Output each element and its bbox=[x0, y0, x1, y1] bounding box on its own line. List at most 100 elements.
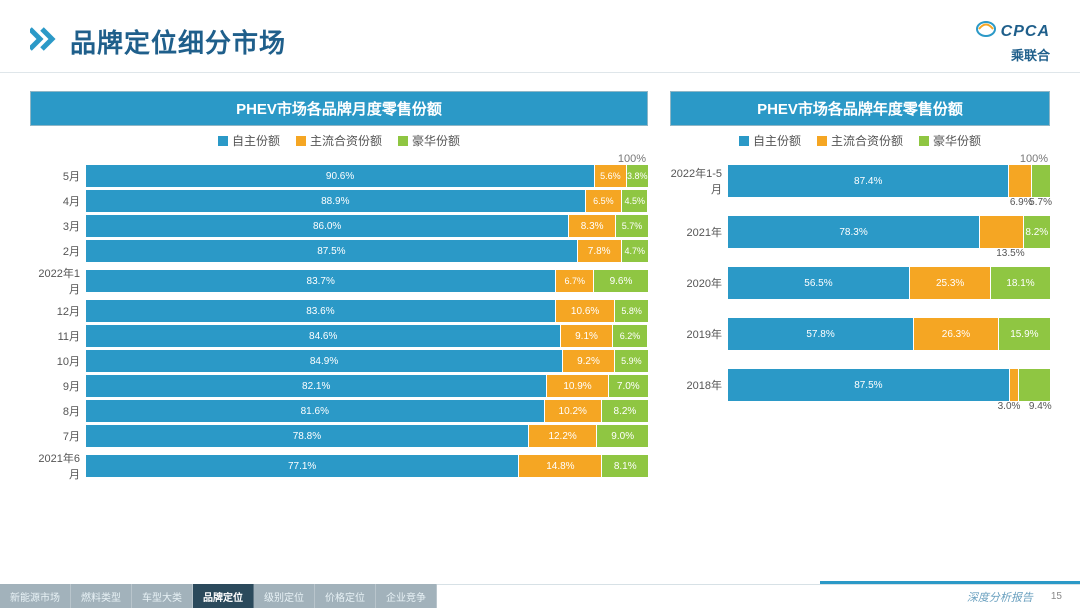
category-label: 11月 bbox=[30, 328, 86, 344]
bar-track: 57.8%26.3%15.9% bbox=[728, 318, 1050, 350]
bar-segment: 83.7% bbox=[86, 270, 556, 292]
category-label: 12月 bbox=[30, 303, 86, 319]
bar-segment: 8.1% bbox=[602, 455, 648, 477]
bar-segment: 84.6% bbox=[86, 325, 561, 347]
bar-row: 2019年57.8%26.3%15.9% bbox=[670, 318, 1050, 350]
bar-segment: 5.7% bbox=[1032, 165, 1050, 197]
bar-row: 2022年1-5月87.4%6.9%5.7% bbox=[670, 165, 1050, 197]
bar-segment: 87.5% bbox=[86, 240, 578, 262]
chart-monthly: PHEV市场各品牌月度零售份额 自主份额 主流合资份额 豪华份额 100% 5月… bbox=[30, 91, 648, 485]
bar-track: 81.6%10.2%8.2% bbox=[86, 400, 648, 422]
bar-row: 3月86.0%8.3%5.7% bbox=[30, 215, 648, 237]
chevrons-icon bbox=[30, 27, 60, 56]
bar-row: 12月83.6%10.6%5.8% bbox=[30, 300, 648, 322]
legend-label: 豪华份额 bbox=[933, 132, 981, 149]
page-title: 品牌定位细分市场 bbox=[70, 23, 286, 60]
logo: CPCA 乘联合 bbox=[975, 18, 1050, 64]
bar-row: 2022年1月83.7%6.7%9.6% bbox=[30, 265, 648, 297]
hundred-label: 100% bbox=[670, 153, 1050, 165]
category-label: 3月 bbox=[30, 218, 86, 234]
legend-item: 主流合资份额 bbox=[296, 132, 382, 149]
bar-row: 9月82.1%10.9%7.0% bbox=[30, 375, 648, 397]
bar-track: 78.8%12.2%9.0% bbox=[86, 425, 648, 447]
bar-row: 2021年78.3%13.5%8.2% bbox=[670, 216, 1050, 248]
legend-label: 自主份额 bbox=[753, 132, 801, 149]
category-label: 7月 bbox=[30, 428, 86, 444]
bar-segment: 18.1% bbox=[991, 267, 1049, 299]
bar-segment: 6.7% bbox=[556, 270, 594, 292]
bar-segment: 86.0% bbox=[86, 215, 569, 237]
bar-segment: 6.2% bbox=[613, 325, 648, 347]
swatch-icon bbox=[919, 136, 929, 146]
swatch-icon bbox=[398, 136, 408, 146]
bar-segment: 57.8% bbox=[728, 318, 914, 350]
tab-2[interactable]: 车型大类 bbox=[132, 584, 193, 608]
bar-row: 5月90.6%5.6%3.8% bbox=[30, 165, 648, 187]
bar-row: 2021年6月77.1%14.8%8.1% bbox=[30, 450, 648, 482]
footer-right: 深度分析报告 15 bbox=[437, 584, 1080, 608]
logo-top: CPCA bbox=[1001, 23, 1050, 41]
bar-row: 2018年87.5%3.0%9.4% bbox=[670, 369, 1050, 401]
bar-segment: 87.5% bbox=[728, 369, 1010, 401]
bar-segment: 4.5% bbox=[622, 190, 647, 212]
bar-segment: 4.7% bbox=[622, 240, 648, 262]
category-label: 2022年1月 bbox=[30, 265, 86, 297]
bar-segment: 10.6% bbox=[556, 300, 616, 322]
bar-track: 78.3%13.5%8.2% bbox=[728, 216, 1050, 248]
bar-segment: 87.4% bbox=[728, 165, 1009, 197]
bar-track: 86.0%8.3%5.7% bbox=[86, 215, 648, 237]
bar-segment: 81.6% bbox=[86, 400, 545, 422]
bar-track: 90.6%5.6%3.8% bbox=[86, 165, 648, 187]
bar-track: 56.5%25.3%18.1% bbox=[728, 267, 1050, 299]
bar-segment: 5.7% bbox=[616, 215, 648, 237]
category-label: 2019年 bbox=[670, 326, 728, 342]
category-label: 2月 bbox=[30, 243, 86, 259]
bar-segment: 26.3% bbox=[914, 318, 999, 350]
content: PHEV市场各品牌月度零售份额 自主份额 主流合资份额 豪华份额 100% 5月… bbox=[0, 77, 1080, 485]
tab-4[interactable]: 级别定位 bbox=[254, 584, 315, 608]
category-label: 2018年 bbox=[670, 377, 728, 393]
bar-track: 87.4%6.9%5.7% bbox=[728, 165, 1050, 197]
bars-monthly: 5月90.6%5.6%3.8%4月88.9%6.5%4.5%3月86.0%8.3… bbox=[30, 165, 648, 485]
tab-3[interactable]: 品牌定位 bbox=[193, 584, 254, 608]
bar-track: 82.1%10.9%7.0% bbox=[86, 375, 648, 397]
tab-bar: 新能源市场燃料类型车型大类品牌定位级别定位价格定位企业竞争 bbox=[0, 584, 437, 608]
bar-segment: 12.2% bbox=[529, 425, 598, 447]
bar-row: 11月84.6%9.1%6.2% bbox=[30, 325, 648, 347]
bar-track: 87.5%3.0%9.4% bbox=[728, 369, 1050, 401]
category-label: 9月 bbox=[30, 378, 86, 394]
tab-0[interactable]: 新能源市场 bbox=[0, 584, 71, 608]
swatch-icon bbox=[739, 136, 749, 146]
tab-1[interactable]: 燃料类型 bbox=[71, 584, 132, 608]
page-number: 15 bbox=[1051, 591, 1062, 602]
tab-5[interactable]: 价格定位 bbox=[315, 584, 376, 608]
legend-label: 豪华份额 bbox=[412, 132, 460, 149]
bar-segment: 13.5% bbox=[980, 216, 1023, 248]
chart-title-monthly: PHEV市场各品牌月度零售份额 bbox=[30, 91, 648, 126]
bar-track: 84.6%9.1%6.2% bbox=[86, 325, 648, 347]
bar-segment: 78.8% bbox=[86, 425, 529, 447]
category-label: 10月 bbox=[30, 353, 86, 369]
legend-yearly: 自主份额 主流合资份额 豪华份额 bbox=[670, 126, 1050, 153]
bar-track: 88.9%6.5%4.5% bbox=[86, 190, 648, 212]
swatch-icon bbox=[296, 136, 306, 146]
legend-item: 自主份额 bbox=[739, 132, 801, 149]
bar-row: 4月88.9%6.5%4.5% bbox=[30, 190, 648, 212]
bar-track: 77.1%14.8%8.1% bbox=[86, 455, 648, 477]
bar-track: 84.9%9.2%5.9% bbox=[86, 350, 648, 372]
bar-segment: 10.2% bbox=[545, 400, 602, 422]
bar-segment: 8.2% bbox=[1024, 216, 1050, 248]
tab-6[interactable]: 企业竞争 bbox=[376, 584, 437, 608]
legend-item: 豪华份额 bbox=[398, 132, 460, 149]
legend-monthly: 自主份额 主流合资份额 豪华份额 bbox=[30, 126, 648, 153]
bar-segment: 3.0% bbox=[1010, 369, 1020, 401]
logo-icon bbox=[975, 18, 997, 45]
bar-segment: 84.9% bbox=[86, 350, 563, 372]
header: 品牌定位细分市场 CPCA 乘联合 bbox=[0, 0, 1080, 64]
category-label: 4月 bbox=[30, 193, 86, 209]
bar-track: 83.7%6.7%9.6% bbox=[86, 270, 648, 292]
bar-row: 8月81.6%10.2%8.2% bbox=[30, 400, 648, 422]
bar-segment: 9.1% bbox=[561, 325, 612, 347]
category-label: 2021年 bbox=[670, 224, 728, 240]
bar-segment: 82.1% bbox=[86, 375, 547, 397]
